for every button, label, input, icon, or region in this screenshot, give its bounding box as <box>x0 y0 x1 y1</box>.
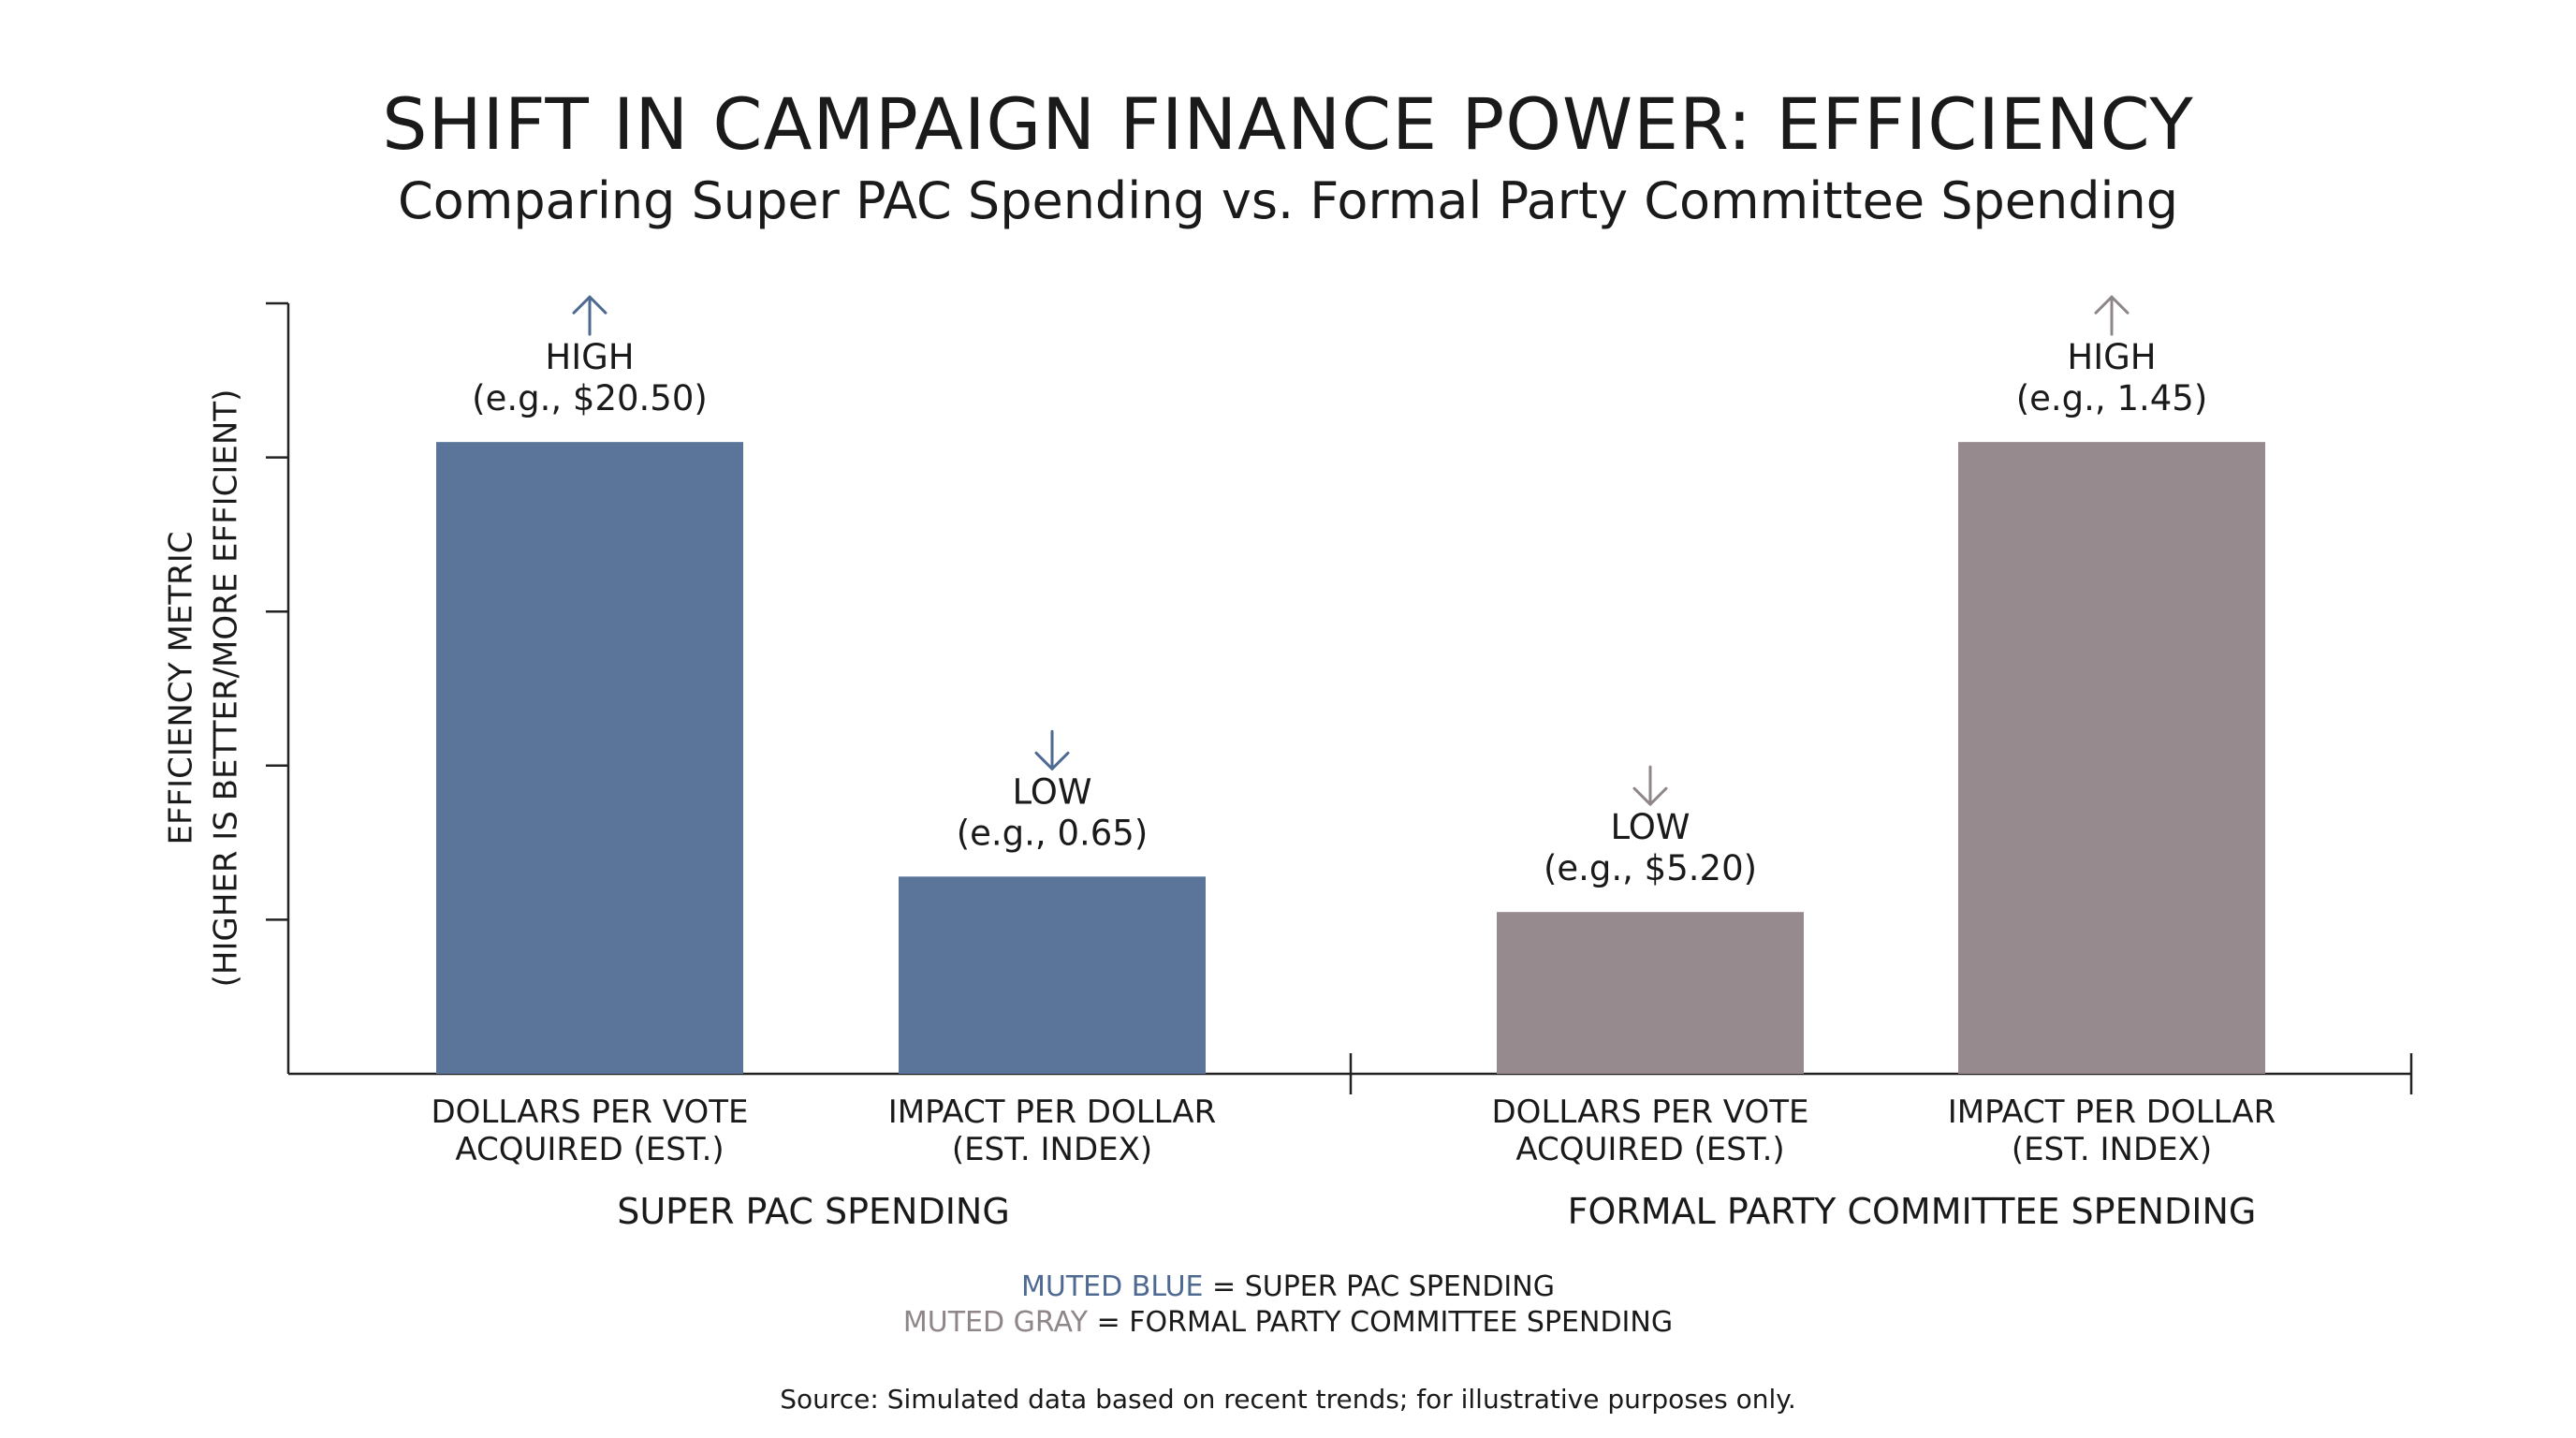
chart-title: SHIFT IN CAMPAIGN FINANCE POWER: EFFICIE… <box>382 82 2194 166</box>
bar-value-label: (e.g., $20.50) <box>472 378 708 418</box>
bar-level-label: HIGH <box>545 337 634 377</box>
bar-level-label: HIGH <box>2067 337 2156 377</box>
up-arrow-icon <box>572 295 607 336</box>
chart-bars <box>436 442 2265 1074</box>
x-tick-label: (EST. INDEX) <box>952 1131 1152 1168</box>
arrow-head <box>1632 786 1668 806</box>
legend-blue-text: = SUPER PAC SPENDING <box>1203 1270 1555 1303</box>
bar-level-label: LOW <box>1610 807 1690 847</box>
source-note: Source: Simulated data based on recent t… <box>780 1384 1796 1415</box>
up-arrow-icon <box>2094 295 2130 336</box>
y-axis-label-line: (HIGHER IS BETTER/MORE EFFICIENT) <box>208 389 245 988</box>
bar <box>1958 442 2265 1074</box>
x-tick-label: ACQUIRED (EST.) <box>455 1131 724 1168</box>
chart-subtitle: Comparing Super PAC Spending vs. Formal … <box>398 171 2178 230</box>
x-tick-label: ACQUIRED (EST.) <box>1515 1131 1784 1168</box>
arrow-head <box>1034 751 1070 770</box>
arrow-head <box>2094 295 2130 315</box>
y-axis-label: EFFICIENCY METRIC (HIGHER IS BETTER/MORE … <box>163 389 245 988</box>
x-tick-label: DOLLARS PER VOTE <box>1492 1093 1809 1131</box>
legend-gray-text: = FORMAL PARTY COMMITTEE SPENDING <box>1088 1306 1674 1339</box>
bar-value-label: (e.g., 0.65) <box>957 813 1149 853</box>
y-axis-label-line: EFFICIENCY METRIC <box>163 531 200 844</box>
bar-level-label: LOW <box>1012 771 1091 812</box>
x-tick-label: (EST. INDEX) <box>2012 1131 2212 1168</box>
chart-labels: EFFICIENCY METRIC (HIGHER IS BETTER/MORE … <box>163 295 2276 1232</box>
bar <box>1497 912 1804 1074</box>
legend-gray: MUTED GRAY = FORMAL PARTY COMMITTEE SPEN… <box>0 1306 2576 1339</box>
legend-gray-label: MUTED GRAY <box>902 1306 1089 1339</box>
x-tick-label: IMPACT PER DOLLAR <box>1948 1093 2276 1131</box>
bar <box>436 442 743 1074</box>
down-arrow-icon <box>1632 765 1668 806</box>
group-label: FORMAL PARTY COMMITTEE SPENDING <box>1568 1191 2257 1232</box>
bar-value-label: (e.g., $5.20) <box>1544 848 1757 888</box>
bar-value-label: (e.g., 1.45) <box>2016 378 2208 418</box>
down-arrow-icon <box>1034 729 1070 770</box>
x-tick-label: IMPACT PER DOLLAR <box>888 1093 1217 1131</box>
group-label: SUPER PAC SPENDING <box>617 1191 1010 1232</box>
arrow-head <box>572 295 607 315</box>
legend-blue-label: MUTED BLUE <box>1021 1270 1204 1303</box>
bar <box>899 876 1206 1074</box>
legend-blue: MUTED BLUE = SUPER PAC SPENDING <box>0 1270 2576 1303</box>
x-tick-label: DOLLARS PER VOTE <box>432 1093 749 1131</box>
